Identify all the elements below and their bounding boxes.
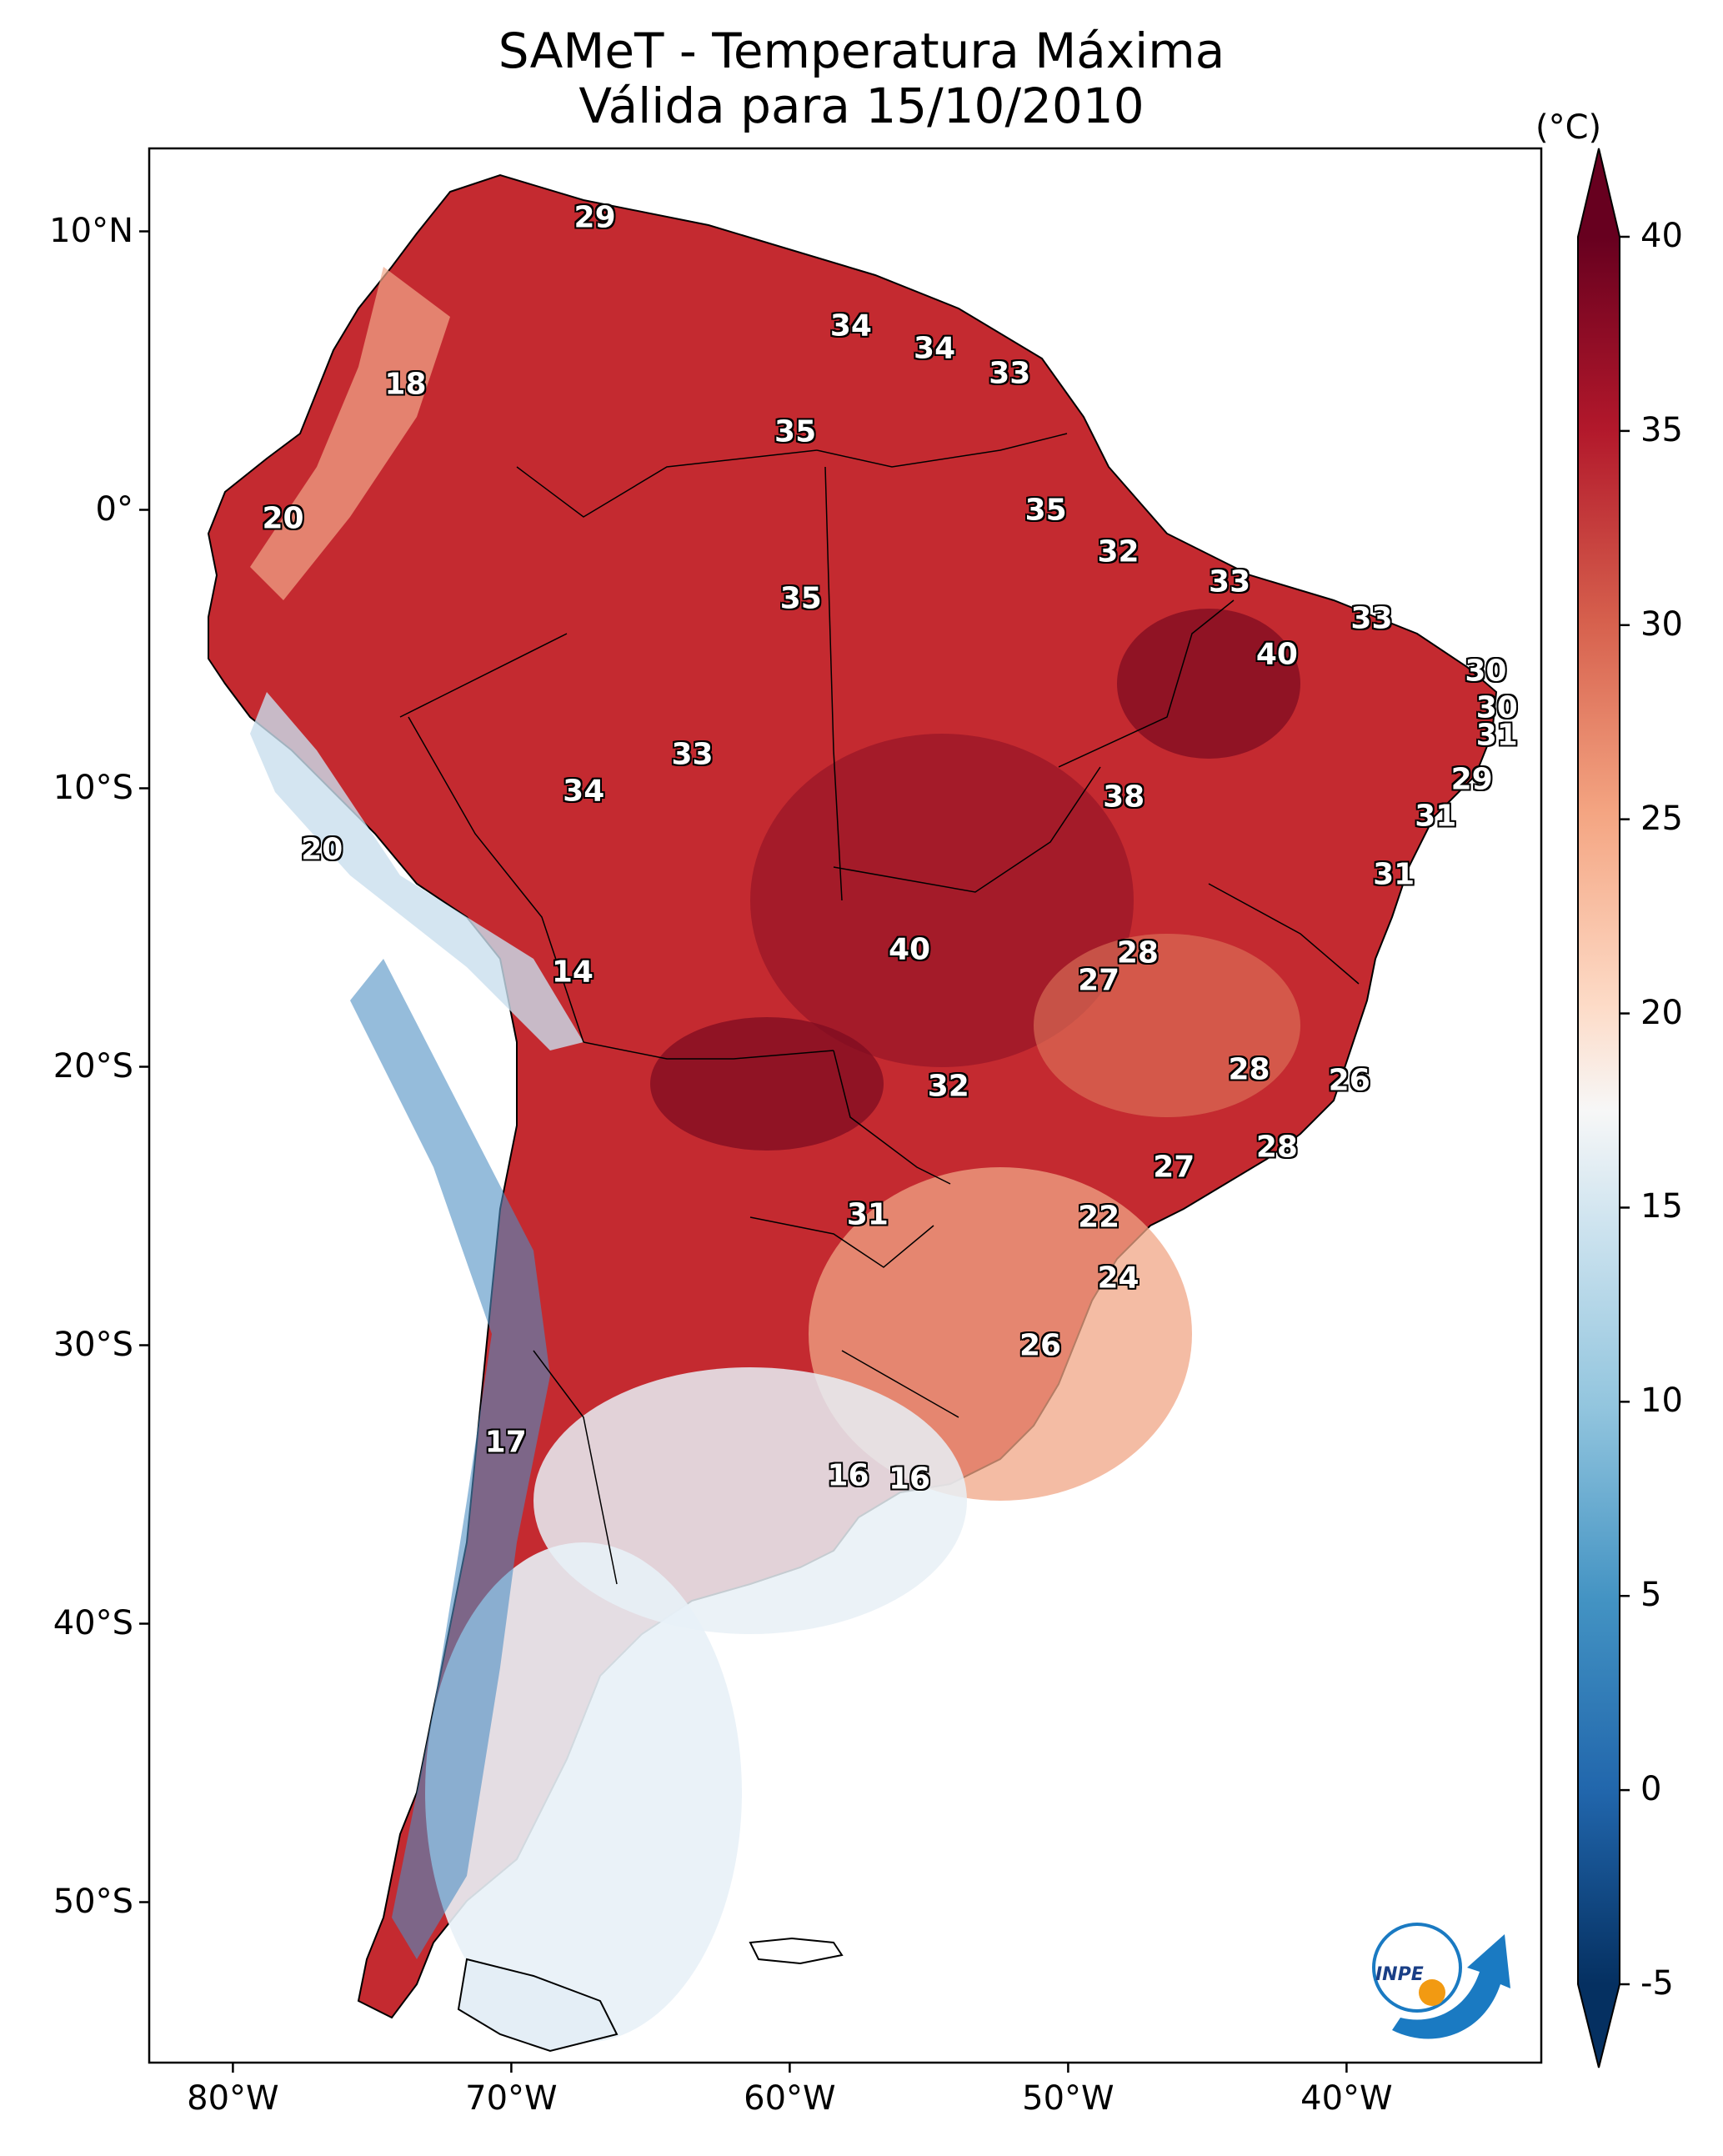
- lat-tick-label: 20°S: [53, 1046, 133, 1086]
- temperature-label: 31: [1475, 718, 1518, 753]
- tierra-del-fuego: [457, 1958, 619, 2053]
- lon-tick-label: 50°W: [1022, 2079, 1114, 2118]
- cool-southeast: [1034, 934, 1300, 1117]
- map-title: SAMeT - Temperatura Máxima: [498, 23, 1225, 79]
- hot-core-central: [750, 734, 1134, 1067]
- temperature-label: 38: [1103, 780, 1145, 815]
- temperature-label: 22: [1078, 1200, 1120, 1235]
- temperature-label: 31: [1373, 857, 1415, 892]
- lat-tick-label: 50°S: [53, 1882, 133, 1921]
- temperature-label: 33: [1209, 564, 1251, 599]
- temperature-label: 16: [888, 1462, 931, 1497]
- temperature-label: 29: [1450, 762, 1493, 797]
- colombia-andes-band: [250, 267, 450, 600]
- cool-patagonia: [425, 1542, 742, 2043]
- andes-peru-band: [250, 692, 584, 1050]
- temperature-label: 28: [1228, 1052, 1270, 1087]
- lon-tick-label: 40°W: [1300, 2079, 1393, 2118]
- inpe-logo: INPE: [1372, 1923, 1510, 2039]
- temperature-label: 33: [989, 356, 1031, 391]
- hot-core-north: [1117, 609, 1300, 759]
- temperature-label: 32: [1097, 534, 1139, 569]
- colorbar-top-extension: [1578, 148, 1620, 237]
- colorbar-tick-label: 10: [1640, 1381, 1683, 1421]
- andes-cold-band: [350, 959, 550, 1959]
- temperature-label: 18: [384, 367, 427, 402]
- colorbar-bar: [1578, 237, 1620, 1984]
- lat-tick-label: 10°S: [53, 768, 133, 807]
- temperature-label: 24: [1097, 1261, 1139, 1296]
- lat-tick-label: 10°N: [49, 211, 133, 250]
- colorbar-tick-label: 0: [1640, 1770, 1662, 1809]
- temperature-label: 26: [1019, 1328, 1062, 1362]
- temperature-label: 35: [774, 414, 817, 449]
- temperature-label: 31: [846, 1197, 889, 1232]
- colorbar-tick-label: 5: [1640, 1576, 1662, 1615]
- colorbar-tick-label: 20: [1640, 993, 1683, 1032]
- lat-tick-label: 0°: [95, 489, 133, 529]
- colorbar-tick-marks: [1620, 235, 1630, 1986]
- temperature-label: 27: [1078, 963, 1120, 998]
- colorbar-bottom-extension: [1578, 1984, 1620, 2068]
- temperature-label: 34: [829, 308, 872, 343]
- temperature-label: 28: [1255, 1130, 1298, 1165]
- axis-tick-marks: [139, 230, 1348, 2073]
- lat-tick-label: 40°S: [53, 1603, 133, 1642]
- map-subtitle: Válida para 15/10/2010: [579, 78, 1144, 134]
- falkland-islands: [749, 1937, 844, 1965]
- temperature-label: 17: [484, 1425, 527, 1460]
- logo-text: INPE: [1375, 1964, 1424, 1985]
- temperature-label: 29: [573, 200, 616, 235]
- temperature-label: 30: [1475, 690, 1518, 725]
- lon-tick-label: 60°W: [744, 2079, 836, 2118]
- temperature-label: 34: [914, 331, 956, 366]
- logo-orbit-icon: [1372, 1923, 1462, 2013]
- temperature-label: 20: [301, 832, 343, 867]
- temperature-label: 33: [671, 737, 714, 772]
- temperature-label: 35: [779, 581, 822, 616]
- colorbar-tick-label: 25: [1640, 799, 1683, 838]
- colorbar-tick-label: 15: [1640, 1187, 1683, 1226]
- temperature-label: 40: [1255, 637, 1298, 672]
- logo-swoosh-icon: [1392, 1934, 1510, 2039]
- plot-frame: [148, 147, 1543, 2064]
- colorbar-tick-label: 30: [1640, 604, 1683, 644]
- hot-core-chaco: [650, 1017, 884, 1151]
- colorbar: [1577, 148, 1630, 2068]
- continent-layer: [207, 173, 1498, 2053]
- lon-tick-label: 80°W: [187, 2079, 279, 2118]
- temperature-label: 14: [551, 955, 594, 990]
- temperature-label: 34: [563, 774, 605, 809]
- temperature-label: 30: [1465, 654, 1507, 689]
- colorbar-tick-label: 40: [1640, 217, 1683, 255]
- lon-tick-label: 70°W: [465, 2079, 558, 2118]
- temperature-label: 31: [1415, 799, 1457, 834]
- temperature-label: 40: [888, 932, 931, 967]
- lat-tick-label: 30°S: [53, 1325, 133, 1364]
- colorbar-tick-label: -5: [1640, 1964, 1674, 2003]
- temperature-label: 28: [1116, 935, 1159, 970]
- temperature-label: 32: [927, 1069, 969, 1104]
- temperature-label: 20: [262, 501, 304, 536]
- temperature-label: 35: [1024, 493, 1067, 527]
- temperature-label: 26: [1328, 1063, 1370, 1098]
- country-borders: [399, 433, 1360, 1585]
- temperature-label: 16: [827, 1458, 869, 1493]
- temperature-label: 33: [1350, 601, 1393, 636]
- colorbar-unit: (°C): [1535, 108, 1602, 147]
- logo-sun-icon: [1419, 1979, 1445, 2006]
- colorbar-tick-label: 35: [1640, 410, 1683, 449]
- temperature-label: 27: [1153, 1150, 1195, 1185]
